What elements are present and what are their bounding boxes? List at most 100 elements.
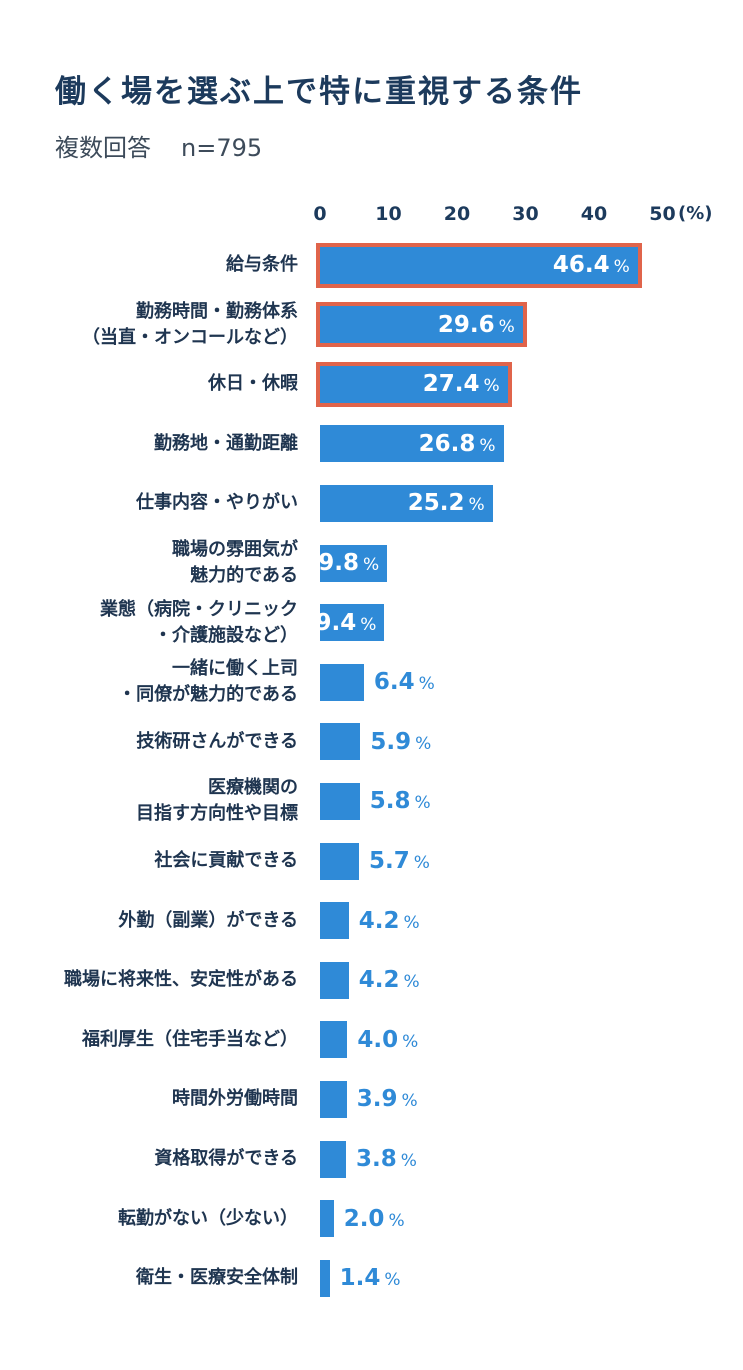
bar xyxy=(320,1259,330,1297)
bar xyxy=(320,1200,334,1238)
category-label: 休日・休暇 xyxy=(208,373,298,395)
data-label: 4.0% xyxy=(357,1027,418,1053)
data-label-value: 4.2 xyxy=(358,967,400,994)
bar xyxy=(320,842,360,880)
data-label-unit: % xyxy=(613,257,630,277)
highlighted-bar xyxy=(316,361,512,407)
bar xyxy=(320,723,361,761)
data-label: 6.4% xyxy=(374,669,435,695)
bar xyxy=(320,902,349,940)
x-axis-unit: (%) xyxy=(678,203,713,224)
data-label-value: 27.4 xyxy=(422,371,480,398)
sample-size: n=795 xyxy=(181,134,263,162)
data-label-value: 46.4 xyxy=(552,252,610,278)
bar xyxy=(320,1080,347,1118)
category-label: 職場の雰囲気が 魅力的である xyxy=(172,539,298,586)
category-label: 職場に将来性、安定性がある xyxy=(64,969,298,991)
data-label-value: 25.2 xyxy=(407,490,465,517)
category-label: 仕事内容・やりがい xyxy=(136,492,298,514)
data-label-value: 5.9 xyxy=(370,728,412,755)
x-tick-label: 40 xyxy=(580,203,608,225)
data-label-value: 5.7 xyxy=(369,848,410,874)
category-label: 衛生・医療安全体制 xyxy=(136,1267,298,1289)
category-label: 給与条件 xyxy=(226,254,298,275)
data-label-unit: % xyxy=(403,912,420,933)
x-tick-label: 0 xyxy=(313,203,327,225)
data-label-value: 6.4 xyxy=(373,669,415,696)
data-label-unit: % xyxy=(483,376,500,397)
data-label-value: 1.4 xyxy=(339,1265,381,1292)
data-label-value: 9.8 xyxy=(318,550,359,576)
data-label: 9.4% xyxy=(315,610,376,636)
category-label: 技術研さんができる xyxy=(136,730,298,752)
data-label-unit: % xyxy=(418,674,435,695)
data-label: 3.9% xyxy=(357,1086,418,1112)
category-label: 時間外労働時間 xyxy=(172,1088,298,1110)
category-label: 業態（病院・クリニック ・介護施設など） xyxy=(100,598,298,646)
bar xyxy=(320,663,364,701)
data-label-value: 5.8 xyxy=(369,788,411,815)
data-label-value: 4.0 xyxy=(357,1026,399,1053)
bar xyxy=(320,544,388,582)
data-label-value: 3.8 xyxy=(356,1146,397,1172)
data-label-unit: % xyxy=(498,316,515,337)
data-label-unit: % xyxy=(479,435,496,456)
category-label: 社会に貢献できる xyxy=(154,850,298,871)
data-label: 5.7% xyxy=(369,848,430,874)
data-label-value: 29.6 xyxy=(437,311,495,338)
bar xyxy=(320,425,504,463)
data-label-value: 9.4 xyxy=(315,609,357,636)
data-label-unit: % xyxy=(362,555,380,575)
category-label: 医療機関の 目指す方向性や目標 xyxy=(136,777,298,825)
data-label-unit: % xyxy=(415,733,432,754)
data-label: 1.4% xyxy=(340,1265,401,1291)
data-label: 9.8% xyxy=(318,550,379,576)
bar xyxy=(320,782,360,820)
data-label-value: 2.0 xyxy=(343,1205,385,1232)
data-label: 4.2% xyxy=(359,908,420,934)
subtitle-text: 複数回答 xyxy=(55,134,151,162)
data-label: 27.4% xyxy=(423,371,500,397)
data-label-unit: % xyxy=(402,1031,419,1052)
data-label-unit: % xyxy=(360,614,377,635)
data-label: 5.8% xyxy=(370,788,431,814)
category-label: 勤務地・通勤距離 xyxy=(154,432,298,454)
data-label: 3.8% xyxy=(356,1146,417,1172)
bar xyxy=(320,961,349,999)
bar xyxy=(320,1021,348,1059)
category-label: 転勤がない（少ない） xyxy=(118,1207,298,1229)
category-label: 外勤（副業）ができる xyxy=(118,909,298,931)
x-tick-label: 20 xyxy=(443,203,471,225)
data-label-unit: % xyxy=(401,1091,418,1112)
chart-title: 働く場を選ぶ上で特に重視する条件 xyxy=(55,74,583,110)
data-label-unit: % xyxy=(400,1151,417,1171)
x-tick-label: 50 xyxy=(649,203,676,225)
category-label: 福利厚生（住宅手当など） xyxy=(82,1028,298,1050)
bar xyxy=(320,1140,347,1178)
x-tick-label: 30 xyxy=(512,203,539,225)
chart-subtitle: 複数回答 n=795 xyxy=(55,128,262,163)
data-label-unit: % xyxy=(403,972,420,993)
data-label-unit: % xyxy=(413,853,430,873)
category-label: 勤務時間・勤務体系 （当直・オンコールなど） xyxy=(82,300,298,348)
data-label: 26.8% xyxy=(419,431,496,457)
x-tick-label: 10 xyxy=(375,203,402,225)
highlighted-bar xyxy=(316,302,527,348)
data-label-value: 3.9 xyxy=(356,1086,398,1113)
data-label: 46.4% xyxy=(553,252,630,278)
data-label-unit: % xyxy=(468,495,485,516)
bar xyxy=(320,484,493,522)
data-label-unit: % xyxy=(388,1210,405,1231)
data-label: 29.6% xyxy=(438,312,515,338)
data-label: 5.9% xyxy=(370,729,431,755)
data-label: 2.0% xyxy=(344,1206,405,1232)
data-label: 4.2% xyxy=(359,967,420,993)
data-label-unit: % xyxy=(414,793,431,814)
data-label-unit: % xyxy=(384,1270,401,1291)
category-label: 一緒に働く上司 ・同僚が魅力的である xyxy=(118,658,298,706)
data-label-value: 4.2 xyxy=(358,907,400,934)
data-label-value: 26.8 xyxy=(418,430,476,457)
data-label: 25.2% xyxy=(408,490,485,516)
highlighted-bar xyxy=(316,242,642,288)
